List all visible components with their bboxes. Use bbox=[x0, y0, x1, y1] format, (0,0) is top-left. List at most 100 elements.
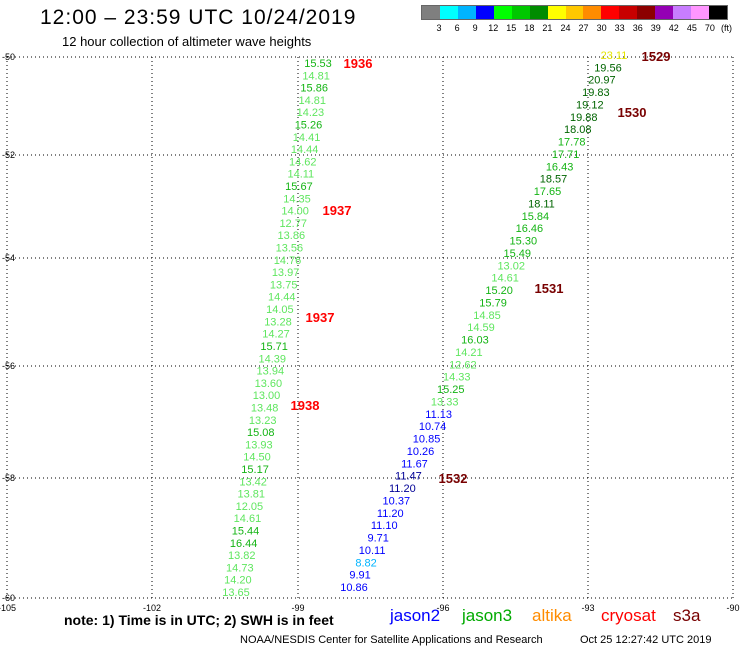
pass-time-label: 1529 bbox=[642, 49, 671, 64]
satellite-s3a: s3a bbox=[673, 606, 701, 625]
legend-label: 18 bbox=[524, 23, 535, 33]
legend-swatch bbox=[583, 6, 602, 19]
west-track-value: 14.05 bbox=[266, 304, 294, 316]
east-track-value: 15.30 bbox=[510, 236, 538, 248]
west-track-value: 14.61 bbox=[234, 513, 262, 525]
pass-time-label: 1530 bbox=[618, 105, 647, 120]
legend-swatch bbox=[565, 6, 584, 19]
legend-swatch bbox=[457, 6, 476, 19]
lat-tick-label: -58 bbox=[2, 473, 15, 483]
east-track-value: 10.85 bbox=[413, 434, 441, 446]
pass-time-label: 1936 bbox=[344, 56, 373, 71]
west-track-value: 13.93 bbox=[245, 439, 273, 451]
west-track-value: 14.62 bbox=[289, 156, 317, 168]
west-track-value: 15.67 bbox=[285, 181, 313, 193]
east-track-value: 15.25 bbox=[437, 384, 465, 396]
west-track-value: 14.44 bbox=[268, 292, 296, 304]
lat-tick-label: -52 bbox=[2, 150, 15, 160]
west-track-value: 13.82 bbox=[228, 550, 256, 562]
generated-timestamp: Oct 25 12:27:42 UTC 2019 bbox=[580, 634, 712, 646]
pass-time-label: 1938 bbox=[291, 398, 320, 413]
west-track-value: 14.39 bbox=[258, 353, 286, 365]
east-track-value: 20.97 bbox=[588, 75, 616, 87]
west-track-value: 12.77 bbox=[279, 218, 307, 230]
west-track-value: 13.00 bbox=[253, 390, 281, 402]
legend-swatch bbox=[475, 6, 494, 19]
east-track-value: 13.02 bbox=[497, 260, 525, 272]
legend-swatch bbox=[529, 6, 548, 19]
east-track-value: 16.43 bbox=[546, 161, 574, 173]
west-track-value: 13.86 bbox=[278, 230, 306, 242]
west-track-value: 14.81 bbox=[299, 95, 327, 107]
east-track-value: 19.12 bbox=[576, 99, 604, 111]
west-track-value: 14.44 bbox=[291, 144, 319, 156]
satellite-jason2: jason2 bbox=[390, 606, 441, 625]
west-track-value: 15.71 bbox=[260, 341, 288, 353]
west-track-value: 14.00 bbox=[281, 206, 309, 218]
legend-label: 15 bbox=[506, 23, 517, 33]
west-track-value: 13.28 bbox=[264, 316, 292, 328]
east-track-value: 9.91 bbox=[349, 570, 370, 582]
east-track-value: 23.11 bbox=[601, 50, 628, 62]
satellite-altika: altika bbox=[532, 606, 572, 625]
west-track-value: 13.48 bbox=[251, 402, 279, 414]
legend-label: 70 bbox=[704, 23, 715, 33]
page-title: 12:00 – 23:59 UTC 10/24/2019 bbox=[40, 6, 357, 29]
east-track-value: 14.85 bbox=[473, 310, 501, 322]
east-track-value: 11.13 bbox=[425, 409, 452, 421]
legend-label: 33 bbox=[614, 23, 625, 33]
lat-tick-label: -50 bbox=[2, 52, 15, 62]
west-track-value: 16.44 bbox=[230, 538, 258, 550]
legend-label: 24 bbox=[560, 23, 571, 33]
east-track-value: 9.71 bbox=[367, 533, 388, 545]
east-track-value: 11.20 bbox=[377, 508, 404, 520]
east-track-value: 10.37 bbox=[383, 495, 411, 507]
lat-tick-label: -60 bbox=[2, 593, 15, 603]
legend-unit: (ft) bbox=[721, 23, 732, 33]
legend-swatch bbox=[422, 6, 440, 19]
legend-label: 45 bbox=[686, 23, 697, 33]
lon-tick-label: -105 bbox=[0, 603, 16, 613]
pass-time-label: 1937 bbox=[306, 310, 335, 325]
east-track-value: 14.61 bbox=[491, 273, 519, 285]
west-track-value: 13.42 bbox=[239, 476, 267, 488]
lat-tick-label: -54 bbox=[2, 253, 15, 263]
footer-note: note: 1) Time is in UTC; 2) SWH is in fe… bbox=[64, 612, 334, 628]
legend-swatch bbox=[439, 6, 458, 19]
east-track-value: 13.33 bbox=[431, 396, 459, 408]
west-track-value: 12.05 bbox=[236, 501, 264, 513]
east-track-value: 14.21 bbox=[455, 347, 483, 359]
pass-time-label: 1531 bbox=[535, 281, 564, 296]
legend-label: 36 bbox=[632, 23, 643, 33]
lon-tick-label: -96 bbox=[436, 603, 449, 613]
west-track-value: 13.81 bbox=[237, 489, 265, 501]
west-track-value: 13.23 bbox=[249, 415, 277, 427]
west-track-value: 13.94 bbox=[257, 366, 285, 378]
lon-tick-label: -99 bbox=[291, 603, 304, 613]
east-track-value: 18.11 bbox=[528, 198, 555, 210]
east-track-value: 11.20 bbox=[389, 483, 416, 495]
west-track-value: 14.23 bbox=[297, 107, 325, 119]
east-track-value: 15.84 bbox=[522, 211, 550, 223]
east-track-value: 19.56 bbox=[594, 62, 622, 74]
east-track-value: 16.03 bbox=[461, 335, 489, 347]
legend-swatch bbox=[619, 6, 638, 19]
west-track-value: 15.26 bbox=[295, 120, 323, 132]
legend-label: 27 bbox=[578, 23, 589, 33]
page-subtitle: 12 hour collection of altimeter wave hei… bbox=[62, 34, 312, 49]
east-track-value: 10.11 bbox=[359, 545, 386, 557]
west-track-value: 14.50 bbox=[243, 452, 271, 464]
satellite-cryosat: cryosat bbox=[601, 606, 656, 625]
legend-swatch bbox=[637, 6, 656, 19]
color-scale-bar bbox=[421, 5, 728, 20]
west-track-value: 15.44 bbox=[232, 525, 260, 537]
legend-label: 21 bbox=[542, 23, 553, 33]
lon-tick-label: -93 bbox=[581, 603, 594, 613]
west-track-value: 14.76 bbox=[274, 255, 302, 267]
legend-label: 30 bbox=[596, 23, 607, 33]
east-track-value: 19.88 bbox=[570, 112, 598, 124]
east-track-value: 16.46 bbox=[516, 223, 544, 235]
legend-swatch bbox=[511, 6, 530, 19]
east-track-value: 11.10 bbox=[371, 520, 398, 532]
